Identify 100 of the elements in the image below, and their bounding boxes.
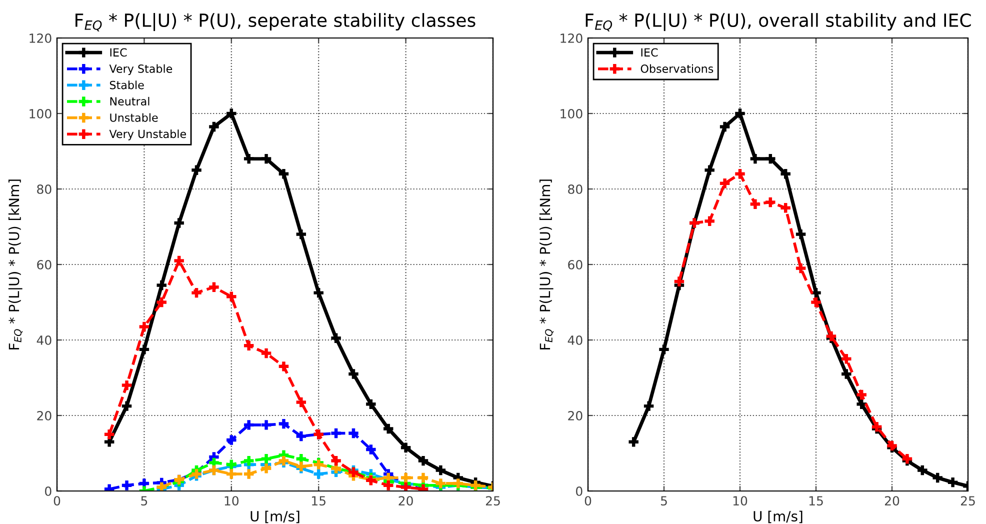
point <box>331 428 341 438</box>
point <box>674 276 684 286</box>
legend-label: Very Stable <box>109 64 172 76</box>
y-tick-label: 100 <box>30 108 52 118</box>
y-tick-label: 20 <box>37 410 52 420</box>
point <box>122 480 132 490</box>
x-tick-label: 10 <box>224 496 239 506</box>
y-axis-title: F$_{EQ}$ * P(L|U) * P(U) [kNm] <box>8 180 23 350</box>
point <box>628 437 638 447</box>
point <box>750 154 760 164</box>
y-tick-label: 60 <box>37 260 52 270</box>
y-tick-label: 80 <box>568 184 582 194</box>
x-tick-label: 15 <box>809 496 823 506</box>
point <box>244 420 254 430</box>
point <box>139 344 150 354</box>
point <box>261 420 272 430</box>
point <box>174 256 184 266</box>
legend-label: IEC <box>641 48 658 57</box>
point <box>400 472 411 483</box>
legend-label: Observations <box>640 64 714 73</box>
point <box>261 154 272 164</box>
x-tick-label: 15 <box>312 496 326 506</box>
point <box>384 480 394 490</box>
point <box>331 333 341 343</box>
x-axis-title: U [m/s] <box>250 510 300 524</box>
point <box>384 424 394 434</box>
x-tick-label: 20 <box>398 496 413 506</box>
point <box>104 430 114 440</box>
point <box>261 463 272 474</box>
point <box>811 297 821 308</box>
point <box>720 178 730 188</box>
y-tick-label: 60 <box>568 260 582 270</box>
chart-title: F$_{EQ}$ * P(L|U) * P(U), seperate stability classes <box>76 12 476 32</box>
legend-label: Unstable <box>110 113 158 122</box>
point <box>842 354 852 364</box>
y-tick-label: 0 <box>576 486 582 496</box>
x-tick-label: 25 <box>960 496 975 506</box>
point <box>918 465 928 476</box>
chart-title: F$_{EQ}$ * P(L|U) * P(U), overall stability and IEC <box>586 12 971 32</box>
x-tick-label: 0 <box>584 496 592 506</box>
point <box>226 435 236 445</box>
y-tick-label: 100 <box>560 108 582 118</box>
point <box>209 122 219 132</box>
point <box>296 397 306 408</box>
point <box>644 401 654 411</box>
point <box>156 297 166 308</box>
point <box>244 340 254 351</box>
point <box>174 218 184 228</box>
point <box>842 369 852 379</box>
point <box>796 263 806 274</box>
x-tick-label: 20 <box>884 496 900 506</box>
point <box>766 197 776 208</box>
point <box>366 399 376 410</box>
point <box>735 108 745 118</box>
point <box>704 216 714 226</box>
y-tick-label: 40 <box>36 335 52 345</box>
point <box>780 203 790 213</box>
point <box>278 418 289 429</box>
point <box>244 469 254 479</box>
y-tick-label: 20 <box>568 410 582 420</box>
point <box>932 472 942 483</box>
point <box>704 165 714 175</box>
point <box>436 465 446 476</box>
point <box>766 154 776 164</box>
y-axis-title: F$_{EQ}$ * P(L|U) * P(U) [kNm] <box>539 180 554 350</box>
x-tick-label: 0 <box>54 496 60 506</box>
legend-label: Neutral <box>110 96 150 106</box>
point <box>278 169 289 179</box>
point <box>366 444 376 454</box>
point <box>418 472 428 483</box>
point <box>348 428 358 438</box>
point <box>244 456 254 466</box>
point <box>720 122 730 132</box>
y-tick-label: 0 <box>45 486 52 496</box>
point <box>331 456 341 466</box>
point <box>856 390 866 400</box>
x-axis-title: U [m/s] <box>754 510 802 524</box>
x-tick-label: 5 <box>660 496 667 506</box>
legend-label: Very Unstable <box>109 130 186 140</box>
point <box>856 399 866 410</box>
x-tick-label: 10 <box>733 496 748 506</box>
point <box>278 362 289 372</box>
legend-label: IEC <box>110 48 127 57</box>
y-tick-label: 120 <box>30 33 52 43</box>
y-tick-label: 120 <box>560 33 582 43</box>
point <box>209 282 219 292</box>
point <box>226 469 236 479</box>
point <box>348 369 358 379</box>
point <box>122 380 132 390</box>
point <box>139 322 150 332</box>
point <box>296 229 306 240</box>
point <box>261 348 272 358</box>
x-tick-label: 5 <box>141 496 148 506</box>
point <box>122 401 132 411</box>
point <box>226 108 236 118</box>
point <box>948 477 958 488</box>
y-tick-label: 80 <box>37 184 52 194</box>
point <box>750 199 760 209</box>
y-tick-label: 40 <box>568 335 582 345</box>
point <box>400 442 411 452</box>
